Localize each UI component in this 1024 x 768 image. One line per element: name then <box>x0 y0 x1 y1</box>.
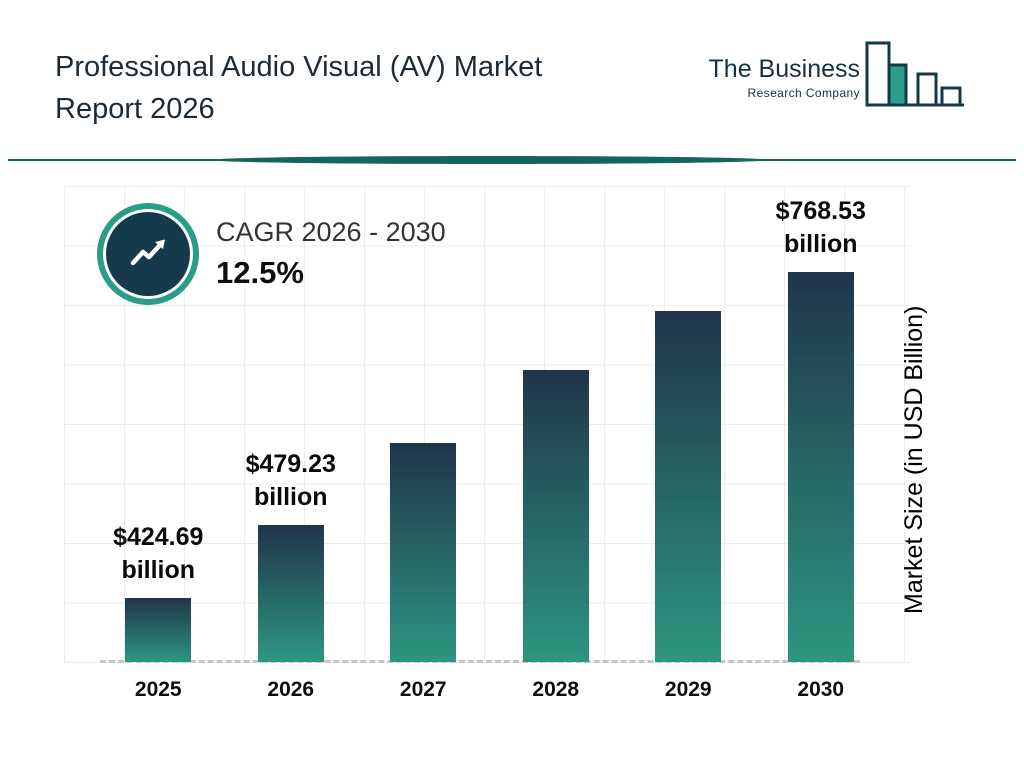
company-subtitle: Research Company <box>747 85 860 100</box>
bar-2030 <box>787 272 854 662</box>
x-axis-label-2027: 2027 <box>399 678 447 701</box>
company-name: The Business <box>708 55 860 84</box>
cagr-value: 12.5% <box>216 255 304 290</box>
bar-2027 <box>390 443 457 662</box>
x-axis-label-2030: 2030 <box>797 678 845 701</box>
bar-2026 <box>257 525 324 662</box>
bar-value-label-2026: $479.23 billion <box>245 449 336 512</box>
bars-row: $424.69 billion 2025 $479.23 billion 2026 2027… <box>92 182 888 702</box>
bar-2025 <box>125 598 192 662</box>
bar-2029 <box>655 311 722 662</box>
page-title: Professional Audio Visual (AV) Market Re… <box>55 46 542 130</box>
y-axis-label: Market Size (in USD Billion) <box>900 305 928 615</box>
bar-slot-2026: $479.23 billion 2026 <box>225 182 358 702</box>
x-axis-label-2028: 2028 <box>532 678 580 701</box>
header-divider <box>8 156 1016 164</box>
chart-baseline <box>100 660 860 663</box>
page-title-line1: Professional Audio Visual (AV) Market <box>55 51 543 83</box>
bar-slot-2030: $768.53 billion 2030 <box>755 182 888 702</box>
bar-slot-2027: 2027 <box>357 182 490 701</box>
x-axis-label-2025: 2025 <box>134 678 182 701</box>
company-logo-text: The Business Research Company <box>709 56 860 104</box>
logo-bars-icon <box>865 41 964 107</box>
bar-value-label-2030: $768.53 billion <box>775 196 866 259</box>
page-title-line2: Report 2026 <box>55 93 215 126</box>
bar-slot-2029: 2029 <box>622 182 755 701</box>
bar-slot-2028: 2028 <box>490 182 623 701</box>
chart-gridlines <box>64 186 910 663</box>
bar-slot-2025: $424.69 billion 2025 <box>92 182 225 702</box>
bar-2028 <box>522 370 589 662</box>
cagr-label: CAGR 2026 - 2030 <box>216 217 446 247</box>
cagr-text: CAGR 2026 - 2030 12.5% <box>216 217 446 291</box>
x-axis-label-2026: 2026 <box>267 678 315 701</box>
x-axis-label-2029: 2029 <box>664 678 712 701</box>
trend-up-icon <box>106 212 190 296</box>
company-logo: The Business Research Company <box>709 40 968 120</box>
bar-value-label-2025: $424.69 billion <box>113 522 204 585</box>
cagr-badge: CAGR 2026 - 2030 12.5% <box>97 212 446 296</box>
